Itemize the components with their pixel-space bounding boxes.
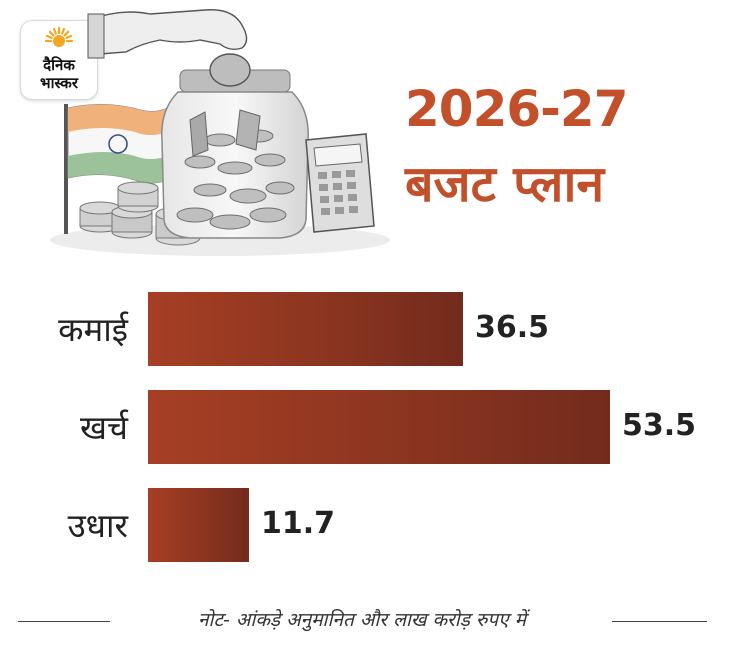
budget-bar-chart: कमाई 36.5 खर्च 53.5 उधार 11.7 [0,280,730,580]
money-jar-icon [161,69,309,239]
category-label: खर्च [80,408,128,447]
logo-text-line2: भास्कर [40,74,78,92]
logo-text-line1: दैनिक [43,56,75,74]
title-budget-plan: बजट प्लान [405,155,605,213]
sun-icon [44,26,74,47]
savings-jar-illustration [50,9,390,256]
footnote: नोट- आंकड़े अनुमानित और लाख करोड़ रुपए म… [197,609,526,631]
bar [148,390,610,464]
note-row: नोट- आंकड़े अनुमानित और लाख करोड़ रुपए म… [0,606,730,636]
calculator-icon [305,133,375,233]
hand-icon [87,9,251,87]
title-year: 2026-27 [405,80,628,138]
note-divider-left [18,621,110,622]
category-label: उधार [67,506,128,545]
bar [148,488,249,562]
value-label: 36.5 [475,310,550,345]
bar [148,292,463,366]
note-divider-right [612,621,707,622]
indian-flag-icon [64,103,169,234]
value-label: 11.7 [261,506,336,541]
value-label: 53.5 [622,408,697,443]
category-label: कमाई [58,310,128,349]
dainik-bhaskar-logo: दैनिक भास्कर [20,20,98,100]
